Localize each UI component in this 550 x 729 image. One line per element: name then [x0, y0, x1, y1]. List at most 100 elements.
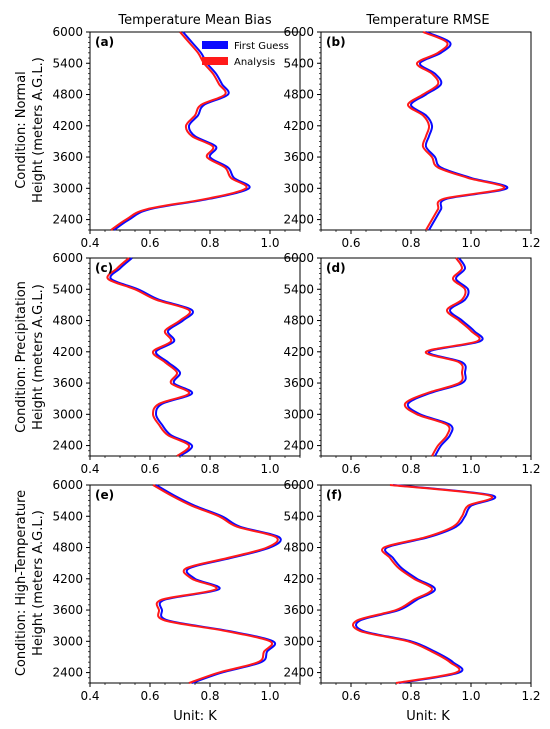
y-tick-label: 3600 — [283, 150, 314, 164]
x-axis-label-left: Unit: K — [173, 709, 217, 724]
x-axis-label-right: Unit: K — [406, 709, 450, 724]
legend-swatch-analysis — [202, 57, 228, 65]
y-tick-label: 5400 — [283, 282, 314, 296]
x-tick-label: 0.8 — [200, 689, 219, 703]
x-tick-label: 0.6 — [140, 236, 159, 250]
y-tick-label: 4200 — [283, 572, 314, 586]
x-tick-label: 0.4 — [80, 236, 99, 250]
y-tick-label: 6000 — [52, 251, 83, 265]
y-tick-label: 3600 — [52, 603, 83, 617]
x-tick-label: 1.0 — [260, 689, 279, 703]
y-tick-label: 2400 — [283, 213, 314, 227]
y-tick-label: 5400 — [283, 56, 314, 70]
x-tick-label: 1.2 — [521, 462, 540, 476]
y-tick-label: 3600 — [283, 376, 314, 390]
plot-area — [320, 257, 532, 457]
panel-label: (b) — [326, 35, 346, 49]
y-tick-label: 3000 — [283, 181, 314, 195]
y-tick-label: 2400 — [52, 666, 83, 680]
panel-a: 0.4 0.6 0.8 1.0 2400 3000 3600 4200 4800 5400 6000… — [52, 25, 301, 250]
y-tick-label: 3000 — [52, 407, 83, 421]
x-tick-label: 0.6 — [341, 462, 360, 476]
panel-label: (e) — [95, 488, 114, 502]
y-tick-label: 4200 — [52, 572, 83, 586]
panels: 0.4 0.6 0.8 1.0 2400 3000 3600 4200 4800 5400 6000… — [52, 25, 540, 703]
y-tick-label: 2400 — [283, 666, 314, 680]
x-tick-label: 0.8 — [401, 236, 420, 250]
y-tick-label: 4800 — [283, 88, 314, 102]
panel-label: (f) — [326, 488, 342, 502]
row-label-normal-condition: Condition: Normal — [14, 71, 29, 189]
x-tick-label: 0.6 — [341, 236, 360, 250]
x-tick-label: 1.0 — [260, 236, 279, 250]
plot-area — [89, 257, 301, 457]
row-label-high-temperature-condition: Condition: High-Temperature — [14, 490, 29, 676]
panel-b: 0.6 0.8 1.0 1.2 2400 3000 3600 4200 4800 5400 6000… — [283, 25, 540, 250]
plot-area — [320, 31, 532, 231]
y-tick-label: 4800 — [52, 88, 83, 102]
y-tick-label: 3600 — [52, 376, 83, 390]
y-tick-label: 4200 — [283, 119, 314, 133]
y-tick-label: 5400 — [52, 509, 83, 523]
panel-label: (d) — [326, 261, 346, 275]
y-tick-label: 3000 — [283, 407, 314, 421]
y-tick-label: 5400 — [283, 509, 314, 523]
y-tick-label: 3600 — [52, 150, 83, 164]
plot-area — [89, 484, 301, 684]
y-tick-label: 4800 — [283, 314, 314, 328]
y-tick-label: 3000 — [52, 181, 83, 195]
column-title-rmse: Temperature RMSE — [365, 13, 489, 28]
panel-f: 0.6 0.8 1.0 1.2 2400 3000 3600 4200 4800 5400 6000… — [283, 478, 540, 703]
column-title-mean-bias: Temperature Mean Bias — [117, 13, 272, 28]
y-tick-label: 5400 — [52, 282, 83, 296]
panel-c: 0.4 0.6 0.8 1.0 2400 3000 3600 4200 4800 5400 6000… — [52, 251, 301, 476]
panel-d: 0.6 0.8 1.0 1.2 2400 3000 3600 4200 4800 5400 6000… — [283, 251, 540, 476]
x-tick-label: 0.8 — [200, 462, 219, 476]
x-tick-label: 0.6 — [140, 462, 159, 476]
y-tick-label: 4200 — [283, 345, 314, 359]
series-line-analysis — [106, 257, 191, 457]
y-tick-label: 3000 — [283, 634, 314, 648]
y-tick-label: 6000 — [52, 25, 83, 39]
y-tick-label: 6000 — [283, 251, 314, 265]
legend-label-analysis: Analysis — [234, 57, 275, 68]
series-line-analysis — [403, 257, 481, 457]
y-tick-label: 4200 — [52, 345, 83, 359]
row-label-precipitation-height: Height (meters A.G.L.) — [31, 284, 46, 430]
x-tick-label: 1.0 — [260, 462, 279, 476]
x-tick-label: 0.8 — [200, 236, 219, 250]
x-tick-label: 0.4 — [80, 689, 99, 703]
y-tick-label: 2400 — [52, 213, 83, 227]
row-label-normal-height: Height (meters A.G.L.) — [31, 57, 46, 203]
x-tick-label: 1.0 — [461, 462, 480, 476]
y-tick-label: 6000 — [283, 25, 314, 39]
series-line-first-guess — [355, 484, 497, 684]
x-tick-label: 1.2 — [521, 236, 540, 250]
row-label-high-temperature-height: Height (meters A.G.L.) — [31, 510, 46, 656]
plot-area — [89, 31, 301, 231]
x-tick-label: 0.6 — [140, 689, 159, 703]
series-line-analysis — [407, 31, 506, 231]
y-tick-label: 4800 — [52, 541, 83, 555]
x-tick-label: 1.2 — [521, 689, 540, 703]
x-tick-label: 0.6 — [341, 689, 360, 703]
x-tick-label: 0.8 — [401, 462, 420, 476]
x-tick-label: 1.0 — [461, 236, 480, 250]
series-line-analysis — [152, 484, 279, 684]
y-tick-label: 4800 — [52, 314, 83, 328]
x-tick-label: 0.4 — [80, 462, 99, 476]
y-tick-label: 4200 — [52, 119, 83, 133]
x-tick-label: 1.0 — [461, 689, 480, 703]
legend-swatch-first-guess — [202, 41, 228, 49]
panel-e: 0.4 0.6 0.8 1.0 2400 3000 3600 4200 4800 5400 6000… — [52, 478, 301, 703]
y-tick-label: 6000 — [283, 478, 314, 492]
y-tick-label: 2400 — [283, 439, 314, 453]
y-tick-label: 3600 — [283, 603, 314, 617]
y-tick-label: 3000 — [52, 634, 83, 648]
y-tick-label: 4800 — [283, 541, 314, 555]
series-line-first-guess — [109, 257, 194, 457]
legend: First Guess Analysis — [202, 41, 289, 68]
panel-label: (c) — [95, 261, 113, 275]
legend-label-first-guess: First Guess — [234, 41, 289, 52]
